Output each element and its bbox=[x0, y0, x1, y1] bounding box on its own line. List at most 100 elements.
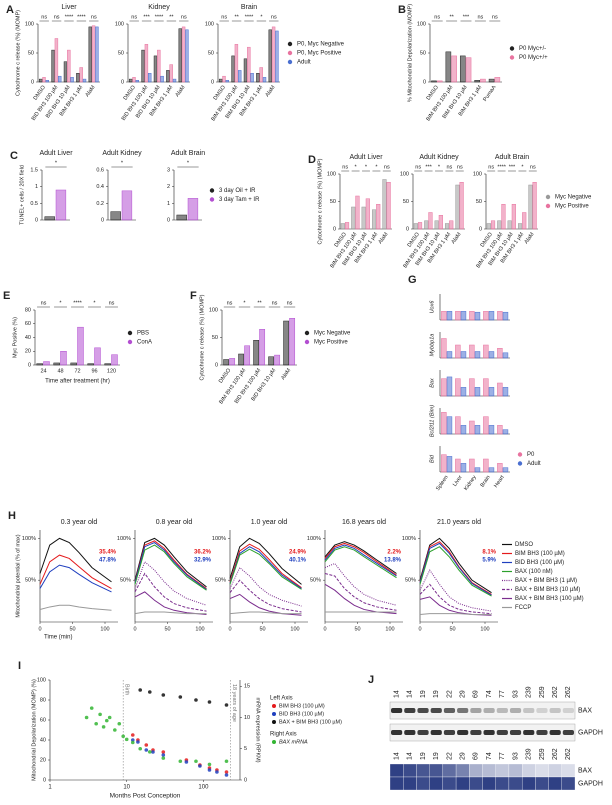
bar bbox=[185, 29, 189, 83]
y-axis-label: Myc Positive (%) bbox=[12, 317, 18, 358]
annotation: 32.9% bbox=[194, 558, 212, 564]
sig-label: * bbox=[187, 160, 190, 166]
bar bbox=[497, 425, 503, 435]
y-tick-label: 60 bbox=[25, 321, 31, 327]
point bbox=[144, 748, 149, 752]
y-axis-label: Mitochondrial potential (% of max) bbox=[15, 534, 21, 617]
bar bbox=[166, 70, 170, 83]
y-tick-label: 80 bbox=[40, 697, 46, 703]
line-series bbox=[324, 541, 397, 574]
y-tick-label: 100% bbox=[307, 536, 321, 542]
bar bbox=[483, 344, 489, 359]
subplot-title: Brain bbox=[241, 4, 257, 11]
subplot-title: Liver bbox=[61, 4, 77, 11]
bar bbox=[70, 362, 77, 366]
legend-label: BID BH3 (100 µM) bbox=[279, 711, 324, 717]
blot-frame bbox=[389, 701, 576, 720]
bar bbox=[234, 44, 239, 83]
line-series bbox=[134, 544, 207, 591]
bar bbox=[502, 352, 509, 359]
line-series bbox=[419, 541, 492, 595]
bar bbox=[225, 80, 230, 83]
sig-label: ns bbox=[342, 164, 348, 170]
legend-swatch bbox=[517, 452, 523, 457]
y-axis-label: Mybbp1a bbox=[429, 334, 435, 357]
bar bbox=[355, 195, 360, 230]
heatmap-row-label: GAPDH bbox=[578, 780, 603, 787]
y-tick-label: 0 bbox=[244, 777, 247, 783]
y-tick-label: 40 bbox=[25, 335, 31, 341]
point bbox=[224, 770, 229, 774]
blot-band bbox=[523, 708, 535, 713]
panel-letter: J bbox=[368, 674, 374, 686]
bar bbox=[382, 179, 387, 230]
bar bbox=[497, 311, 503, 321]
bar bbox=[82, 78, 87, 83]
heatmap-cell bbox=[389, 776, 404, 791]
y-tick-label: 0 bbox=[31, 79, 34, 85]
bar bbox=[474, 425, 481, 435]
point bbox=[161, 750, 166, 754]
lane-label: 93 bbox=[512, 752, 519, 760]
line-series bbox=[419, 583, 492, 615]
x-tick-label: Heart bbox=[493, 474, 506, 489]
sig-label: ns bbox=[54, 14, 60, 20]
bar bbox=[76, 73, 80, 83]
bar bbox=[483, 416, 489, 435]
heatmap-cell bbox=[495, 776, 510, 791]
blot-band bbox=[404, 730, 416, 735]
bar bbox=[376, 204, 381, 230]
lane-label: 74 bbox=[486, 752, 493, 760]
bar bbox=[153, 55, 158, 83]
legend-label: BIM BH3 (100 µM) bbox=[279, 703, 325, 709]
heatmap-cell bbox=[508, 763, 523, 778]
lane-label: 14 bbox=[393, 690, 400, 698]
sig-label: ns bbox=[131, 14, 137, 20]
bar bbox=[469, 420, 475, 435]
bar bbox=[455, 378, 461, 397]
line-series bbox=[229, 611, 302, 615]
line-series bbox=[39, 564, 112, 593]
panel-letter: C bbox=[10, 150, 18, 162]
subplot-title: Adult Kidney bbox=[102, 150, 142, 157]
legend-label: DMSO bbox=[515, 542, 533, 548]
bar bbox=[43, 361, 50, 366]
sig-label: *** bbox=[425, 164, 432, 170]
y-tick-label: 60 bbox=[40, 717, 46, 723]
point bbox=[178, 695, 183, 699]
y-tick-label: 0.6 bbox=[96, 167, 104, 173]
line-series bbox=[324, 546, 397, 579]
sig-label: * bbox=[121, 160, 124, 166]
sig-label: ns bbox=[457, 164, 463, 170]
bar bbox=[38, 78, 43, 83]
panel-letter: D bbox=[308, 154, 316, 166]
x-tick-label: Kidney bbox=[463, 474, 478, 491]
bar bbox=[446, 376, 453, 397]
subplot-title: Kidney bbox=[148, 4, 170, 11]
bar bbox=[63, 61, 68, 83]
bar bbox=[497, 348, 503, 359]
annotation: 47.8% bbox=[99, 558, 117, 564]
bar bbox=[511, 204, 516, 230]
y-tick-label: 0 bbox=[35, 217, 38, 223]
bar bbox=[483, 311, 489, 321]
point bbox=[207, 762, 212, 767]
point bbox=[194, 698, 198, 702]
bar bbox=[70, 77, 74, 83]
bar bbox=[460, 387, 467, 397]
bar bbox=[361, 206, 366, 230]
x-tick-label: 10 bbox=[123, 785, 130, 791]
line-series bbox=[134, 541, 207, 590]
bar bbox=[344, 222, 350, 230]
heatmap-cell bbox=[548, 763, 562, 778]
point bbox=[207, 700, 212, 704]
line-series bbox=[324, 573, 397, 611]
y-tick-label: 0 bbox=[479, 226, 482, 232]
y-tick-label: 50% bbox=[310, 578, 321, 584]
y-tick-label: 100 bbox=[327, 171, 336, 177]
sig-label: ns bbox=[446, 164, 452, 170]
line-series bbox=[324, 542, 397, 576]
x-tick-label: 1 bbox=[48, 785, 52, 791]
bar bbox=[434, 220, 439, 230]
